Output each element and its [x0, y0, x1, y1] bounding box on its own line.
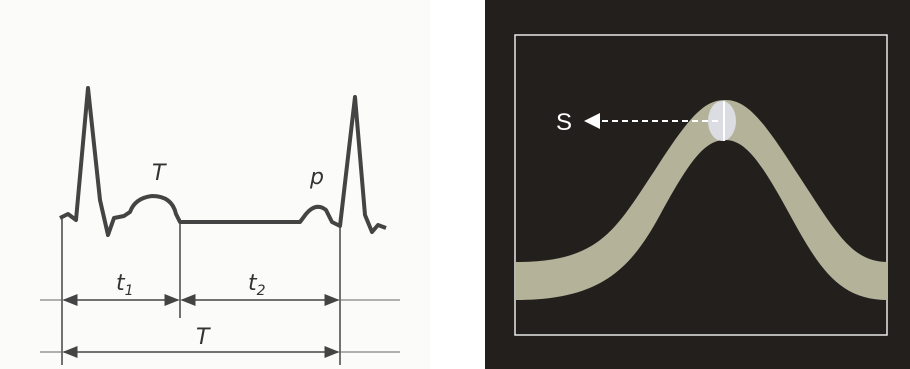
interval-label-sub: 1: [125, 283, 134, 299]
period-label: T: [196, 325, 211, 350]
ecg-background: [0, 0, 430, 369]
ecg-diagram: T p t1 t2 T: [0, 0, 430, 369]
pulse-panel: S: [485, 0, 910, 369]
panel-background: [485, 0, 910, 369]
panel-label: S: [556, 109, 572, 136]
figure: T p t1 t2 T S: [0, 0, 910, 369]
wave-label: p: [309, 165, 324, 190]
interval-label-sub: 2: [257, 283, 266, 299]
wave-label: T: [152, 161, 167, 186]
